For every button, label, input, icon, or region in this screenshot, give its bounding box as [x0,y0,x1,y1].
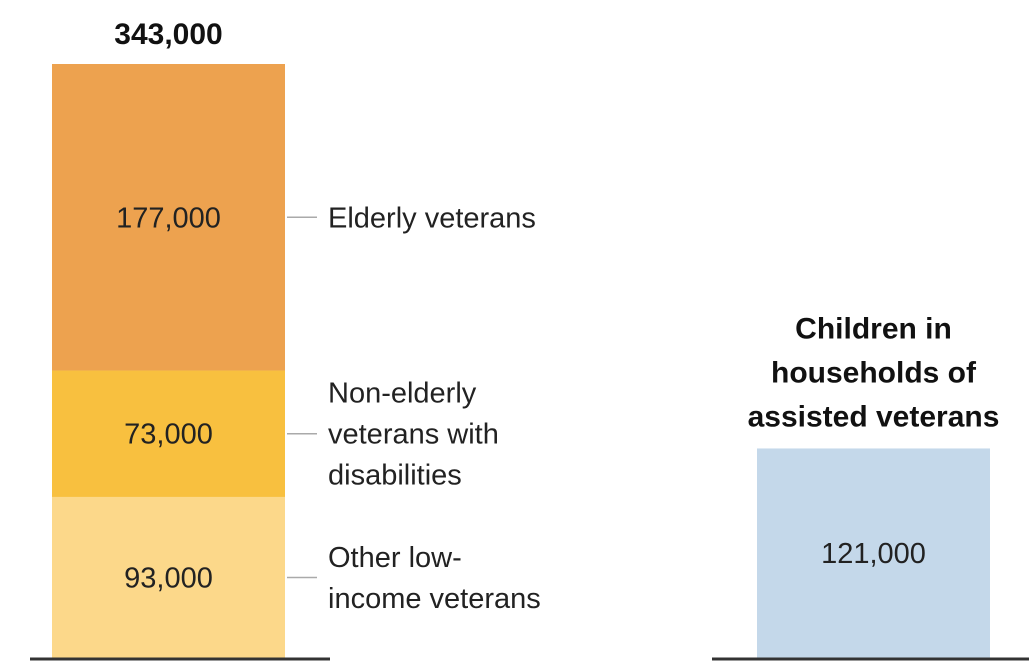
segment-label-elderly-veterans: Elderly veterans [328,202,536,234]
segment-other-low-income-veterans [52,496,285,658]
bar-children-title: Children in [795,312,952,345]
segment-label-non-elderly-veterans-with-disabilities: veterans with [328,419,499,451]
segment-label-non-elderly-veterans-with-disabilities: Non-elderly [328,378,477,410]
stacked-bar-veterans: 343,000 93,000 Other low-income veterans 73… [52,18,541,658]
segment-non-elderly-veterans-with-disabilities [52,370,285,497]
segment-value-elderly-veterans: 177,000 [116,202,221,234]
segment-value-other-low-income-veterans: 93,000 [124,562,213,594]
total-value-label: 343,000 [114,18,222,51]
bar-children: 121,000 Children in households of assisted … [748,312,1000,658]
bar-children-title: households of [771,356,977,389]
bar-children-rect [757,448,990,658]
segment-value-non-elderly-veterans-with-disabilities: 73,000 [124,419,213,451]
segment-elderly-veterans [52,64,285,371]
bar-children-title: assisted veterans [748,400,1000,433]
segment-label-non-elderly-veterans-with-disabilities: disabilities [328,460,462,492]
segment-label-other-low-income-veterans: Other low- [328,542,462,574]
bar-children-value: 121,000 [821,538,926,570]
segment-label-other-low-income-veterans: income veterans [328,583,541,615]
